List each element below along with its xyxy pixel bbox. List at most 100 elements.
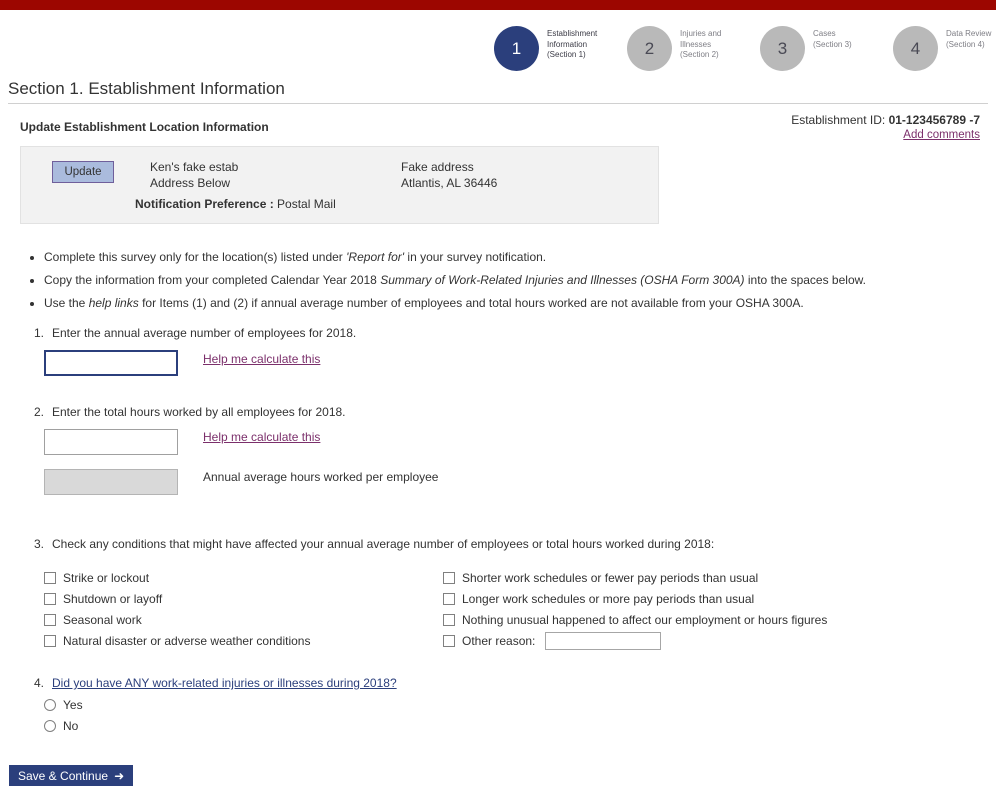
instruction-2-emphasis: Summary of Work-Related Injuries and Ill… bbox=[380, 273, 745, 287]
annual-average-employees-input[interactable] bbox=[44, 350, 178, 376]
radio-row[interactable]: Yes bbox=[44, 694, 83, 715]
question-2: 2. Enter the total hours worked by all e… bbox=[26, 405, 626, 419]
checkbox-label: Strike or lockout bbox=[63, 570, 150, 585]
checkbox-row[interactable]: Natural disaster or adverse weather cond… bbox=[44, 630, 310, 651]
save-and-continue-button[interactable]: Save & Continue ➜ bbox=[9, 765, 134, 786]
radio-label: Yes bbox=[63, 697, 83, 712]
help-calculate-hours-link[interactable]: Help me calculate this bbox=[203, 430, 321, 444]
instruction-1-emphasis: 'Report for' bbox=[346, 250, 405, 264]
instructions-list: Complete this survey only for the locati… bbox=[26, 250, 866, 319]
establishment-name-block: Ken's fake estab Address Below bbox=[150, 159, 238, 191]
checkbox-row[interactable]: Longer work schedules or more pay period… bbox=[443, 588, 827, 609]
establishment-id-value: 01-123456789 -7 bbox=[888, 113, 980, 127]
checkbox-label: Seasonal work bbox=[63, 612, 142, 627]
total-hours-worked-input[interactable] bbox=[44, 429, 178, 455]
checkbox-longer-work-schedules[interactable] bbox=[443, 592, 455, 605]
establishment-id-label: Establishment ID: bbox=[791, 113, 886, 127]
establishment-address-line2: Atlantis, AL 36446 bbox=[401, 176, 498, 190]
wizard-step-4-section: (Section 4) bbox=[946, 39, 985, 49]
checkbox-natural-disaster[interactable] bbox=[44, 634, 56, 647]
radio-row[interactable]: No bbox=[44, 715, 83, 736]
checkbox-label: Nothing unusual happened to affect our e… bbox=[462, 612, 828, 627]
radio-yes[interactable] bbox=[44, 698, 56, 711]
instruction-bullet-2: Copy the information from your completed… bbox=[44, 273, 866, 287]
checkbox-label: Other reason: bbox=[462, 633, 536, 648]
establishment-panel-heading: Update Establishment Location Informatio… bbox=[20, 120, 269, 134]
instruction-bullet-3: Use the help links for Items (1) and (2)… bbox=[44, 296, 866, 310]
question-4-number: 4. bbox=[33, 676, 44, 690]
question-2-number: 2. bbox=[33, 405, 44, 419]
question-3-left-options: Strike or lockout Shutdown or layoff Sea… bbox=[44, 567, 310, 651]
notification-preference-value: Postal Mail bbox=[277, 197, 336, 211]
wizard-step-1-title: Establishment Information bbox=[547, 29, 598, 49]
update-button[interactable]: Update bbox=[52, 161, 114, 183]
other-reason-input[interactable] bbox=[545, 631, 662, 650]
question-3-right-options: Shorter work schedules or fewer pay peri… bbox=[443, 567, 827, 651]
checkbox-row[interactable]: Nothing unusual happened to affect our e… bbox=[443, 609, 827, 630]
checkbox-row[interactable]: Seasonal work bbox=[44, 609, 310, 630]
instruction-1-part-b: in your survey notification. bbox=[404, 250, 547, 264]
wizard-step-2-title: Injuries and Illnesses bbox=[680, 29, 722, 49]
wizard-step-3-label: Cases (Section 3) bbox=[813, 29, 881, 50]
wizard-step-3-title: Cases bbox=[813, 29, 836, 38]
wizard-step-3[interactable]: 3 Cases (Section 3) bbox=[760, 26, 881, 71]
checkbox-other-reason[interactable] bbox=[443, 634, 455, 647]
add-comments-link[interactable]: Add comments bbox=[903, 129, 980, 141]
wizard-step-1-number: 1 bbox=[494, 26, 539, 71]
arrow-right-icon: ➜ bbox=[114, 768, 125, 783]
wizard-step-3-section: (Section 3) bbox=[813, 39, 852, 49]
checkbox-label: Shutdown or layoff bbox=[63, 591, 163, 606]
checkbox-nothing-unusual[interactable] bbox=[443, 613, 455, 626]
question-1-text: Enter the annual average number of emplo… bbox=[52, 326, 357, 340]
checkbox-label: Shorter work schedules or fewer pay peri… bbox=[462, 570, 759, 585]
wizard-step-4[interactable]: 4 Data Review (Section 4) bbox=[893, 26, 996, 71]
checkbox-row[interactable]: Shutdown or layoff bbox=[44, 588, 310, 609]
wizard-step-1[interactable]: 1 Establishment Information (Section 1) bbox=[494, 26, 615, 71]
notification-preference-label: Notification Preference : bbox=[135, 197, 274, 211]
instruction-bullet-1: Complete this survey only for the locati… bbox=[44, 250, 866, 264]
instruction-3-part-b: for Items (1) and (2) if annual average … bbox=[138, 296, 804, 310]
checkbox-shutdown-or-layoff[interactable] bbox=[44, 592, 56, 605]
average-hours-per-employee-output bbox=[44, 469, 178, 495]
wizard-step-4-title: Data Review bbox=[946, 29, 992, 38]
instruction-2-part-b: into the spaces below. bbox=[744, 273, 866, 287]
wizard-step-2-label: Injuries and Illnesses (Section 2) bbox=[680, 29, 748, 61]
progress-wizard: 1 Establishment Information (Section 1) … bbox=[494, 26, 996, 71]
wizard-step-4-number: 4 bbox=[893, 26, 938, 71]
page-title: Section 1. Establishment Information bbox=[8, 79, 285, 98]
question-3-text: Check any conditions that might have aff… bbox=[52, 537, 715, 551]
question-3: 3. Check any conditions that might have … bbox=[26, 537, 726, 551]
checkbox-strike-or-lockout[interactable] bbox=[44, 571, 56, 584]
question-3-number: 3. bbox=[33, 537, 44, 551]
radio-no[interactable] bbox=[44, 719, 56, 732]
help-calculate-employees-link[interactable]: Help me calculate this bbox=[203, 352, 321, 366]
wizard-step-1-label: Establishment Information (Section 1) bbox=[547, 29, 615, 61]
question-1-number: 1. bbox=[33, 326, 44, 340]
checkbox-row-other[interactable]: Other reason: bbox=[443, 630, 827, 651]
wizard-step-2-section: (Section 2) bbox=[680, 50, 719, 59]
checkbox-label: Natural disaster or adverse weather cond… bbox=[63, 633, 311, 648]
instruction-3-emphasis: help links bbox=[88, 296, 139, 310]
checkbox-seasonal-work[interactable] bbox=[44, 613, 56, 626]
save-and-continue-label: Save & Continue bbox=[18, 768, 109, 783]
wizard-step-2[interactable]: 2 Injuries and Illnesses (Section 2) bbox=[627, 26, 748, 71]
instruction-3-part-a: Use the bbox=[44, 296, 89, 310]
wizard-step-3-number: 3 bbox=[760, 26, 805, 71]
instruction-2-part-a: Copy the information from your completed… bbox=[44, 273, 381, 287]
checkbox-shorter-work-schedules[interactable] bbox=[443, 571, 455, 584]
question-4-options: Yes No bbox=[44, 694, 83, 736]
wizard-step-4-label: Data Review (Section 4) bbox=[946, 29, 996, 50]
site-header-bar bbox=[0, 0, 996, 10]
checkbox-row[interactable]: Strike or lockout bbox=[44, 567, 310, 588]
notification-preference: Notification Preference : Postal Mail bbox=[135, 197, 336, 211]
wizard-step-1-section: (Section 1) bbox=[547, 50, 586, 59]
instruction-1-part-a: Complete this survey only for the locati… bbox=[44, 250, 347, 264]
establishment-address-block: Fake address Atlantis, AL 36446 bbox=[401, 159, 497, 191]
establishment-id-block: Establishment ID: 01-123456789 -7 Add co… bbox=[791, 113, 980, 141]
checkbox-row[interactable]: Shorter work schedules or fewer pay peri… bbox=[443, 567, 827, 588]
title-divider bbox=[8, 103, 988, 104]
wizard-step-2-number: 2 bbox=[627, 26, 672, 71]
establishment-name-line1: Ken's fake estab bbox=[150, 160, 239, 174]
question-4-text-link[interactable]: Did you have ANY work-related injuries o… bbox=[52, 676, 397, 690]
checkbox-label: Longer work schedules or more pay period… bbox=[462, 591, 755, 606]
